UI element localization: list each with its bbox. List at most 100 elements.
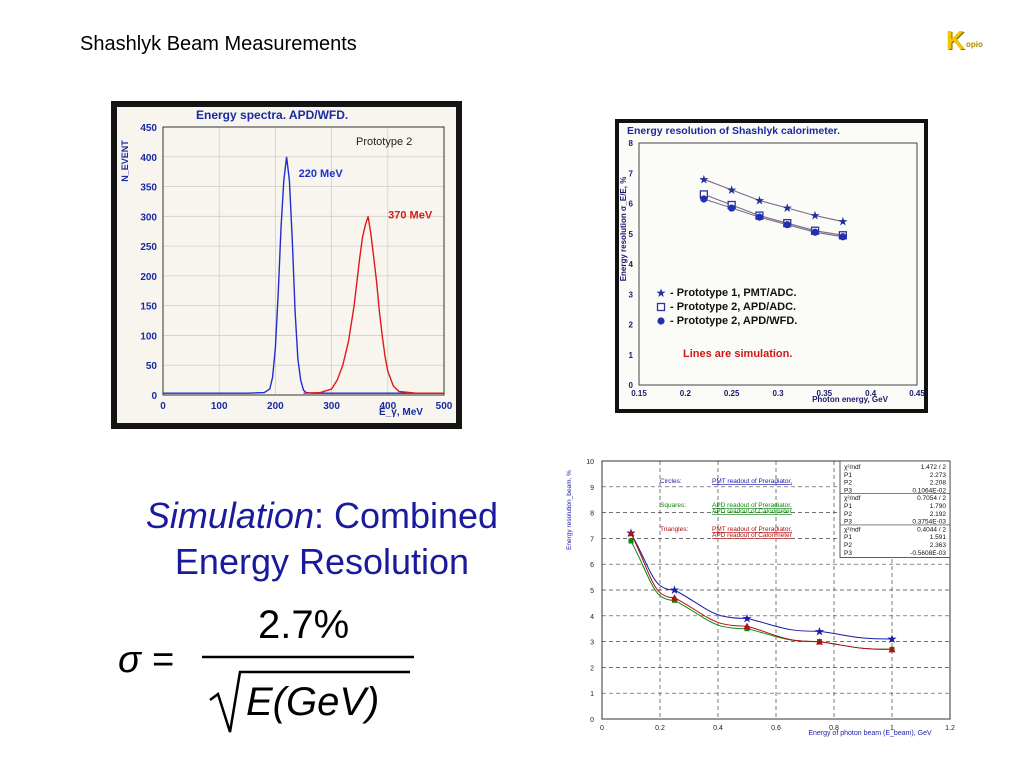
x-tick-label: 1.2 [945,725,955,732]
sqrt-sign [209,670,410,733]
y-tick-label: 0 [151,391,157,402]
energy-resolution-chart: 0 1 2 3 4 5 6 7 8 0.15 0.2 0.25 0.3 0.35 0.4 0.45 Energy… [615,119,928,413]
simulation-resolution-chart: 0 1 2 3 4 5 6 7 8 9 10 0 0.2 0.4 0.6 0.8 1 1.2 Energy of p… [560,455,960,745]
series-label: 220 MeV [299,168,344,180]
y-tick-label: 150 [140,302,157,313]
x-tick-label: 0.3 [772,389,784,398]
fit-param-name: P3 [844,550,852,557]
y-tick-label: 0 [629,381,634,390]
y-tick-label: 5 [629,230,634,239]
x-tick-label: 0.6 [771,725,781,732]
logo-letter: K [946,25,965,55]
data-point [755,213,764,221]
fit-curve [630,532,893,640]
y-tick-label: 4 [590,614,594,621]
legend-marker [656,302,666,312]
formula-denominator: E(GeV) [246,680,379,724]
y-tick-label: 3 [590,640,594,647]
legend-label: Circles: [660,478,682,485]
x-tick-label: 0 [160,401,166,412]
simulation-italic: Simulation [145,495,314,536]
series-line [303,216,444,394]
data-point [783,221,791,229]
formula-numerator: 2.7% [258,603,349,647]
data-point: ★ [669,583,680,597]
data-point [839,233,847,241]
y-tick-label: 8 [629,139,634,148]
chart-background [117,107,456,423]
formula-lhs: σ = [118,639,174,681]
chart-annotation: Lines are simulation. [683,348,792,360]
y-tick-label: 0 [590,717,594,724]
x-tick-label: 0.2 [655,725,665,732]
data-point [700,195,708,203]
data-point [743,622,751,630]
fit-param-value: 2.192 [930,511,947,518]
x-tick-label: 0.8 [829,725,839,732]
x-tick-label: 0.35 [817,389,833,398]
x-axis-label: Energy of photon beam (E_beam), GeV [808,730,932,737]
fit-param-name: P1 [844,503,852,510]
fit-param-value: -0.5608E-03 [910,550,946,557]
legend-label: Triangles: [660,526,688,533]
fit-param-name: P2 [844,542,852,549]
x-axis-label: Photon energy, GeV [812,395,889,404]
y-tick-label: 250 [140,242,157,253]
y-tick-label: 8 [590,511,594,518]
legend-marker: ★ [656,286,667,300]
fit-param-name: P1 [844,472,852,479]
y-tick-label: 9 [590,485,594,492]
data-point [627,529,635,537]
simulation-heading: Simulation: Combined Energy Resolution [97,493,547,585]
y-tick-label: 200 [140,272,157,283]
y-tick-label: 300 [140,212,157,223]
y-tick-label: 4 [629,260,634,269]
plot-area [162,126,445,396]
data-point [628,538,634,544]
legend-label: - Prototype 2, APD/ADC. [670,301,796,313]
y-axis-label: Energy resolution σ_E/E, % [619,177,628,282]
x-tick-label: 100 [211,401,228,412]
data-point [728,204,736,212]
data-point: ★ [742,611,753,625]
fit-param-value: 2.363 [930,542,947,549]
fit-param-value: 0.7054 / 2 [917,495,946,502]
y-tick-label: 100 [140,331,157,342]
x-tick-label: 0.25 [724,389,740,398]
chart-background [619,123,924,409]
y-tick-label: 450 [140,123,157,134]
y-tick-label: 1 [629,351,634,360]
fit-param-name: P3 [844,487,852,494]
x-tick-label: 0.4 [865,389,877,398]
fit-param-name: P3 [844,519,852,526]
fit-param-name: P2 [844,511,852,518]
y-tick-label: 7 [629,169,634,178]
fit-param-value: 2.208 [930,480,947,487]
legend-text: APD readout of Calorimeter [712,532,793,539]
y-tick-label: 2 [629,321,634,330]
series-label: 370 MeV [388,209,433,221]
x-tick-label: 300 [323,401,340,412]
slide-title: Shashlyk Beam Measurements [80,33,357,55]
data-point: ★ [814,624,825,638]
legend-label: Squares: [660,502,686,509]
data-point: ★ [837,215,848,229]
x-tick-label: 0.15 [631,389,647,398]
x-axis-label: E_γ, MeV [379,407,423,418]
fit-param-name: χ²/ndf [844,495,861,502]
y-tick-label: 7 [590,536,594,543]
y-tick-label: 400 [140,153,157,164]
simulation-line2: Energy Resolution [174,541,470,582]
data-point [811,228,819,236]
data-point [671,594,678,601]
series-line [703,193,843,236]
fit-param-value: 1.591 [930,534,947,541]
resolution-formula: σ = 2.7% E(GeV) [118,603,414,733]
fit-param-value: 0.4044 / 2 [917,526,946,533]
fit-param-value: 2.273 [930,472,947,479]
plot-area [638,142,918,386]
data-point: ★ [810,209,821,223]
fit-param-value: 1.790 [930,503,947,510]
y-tick-label: 350 [140,183,157,194]
fit-param-name: χ²/ndf [844,464,861,471]
